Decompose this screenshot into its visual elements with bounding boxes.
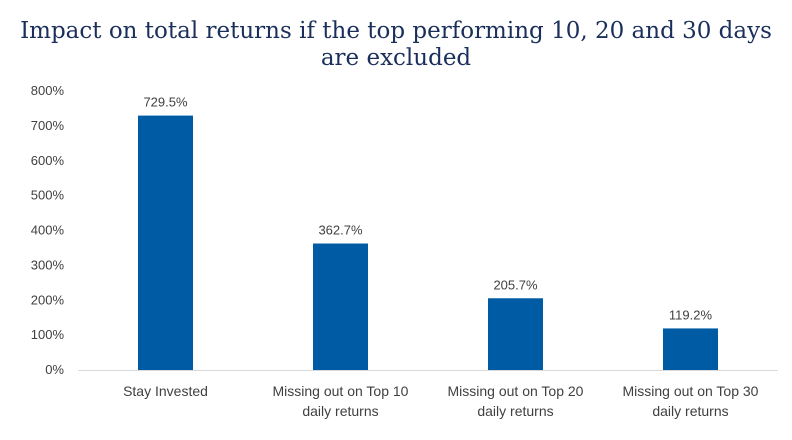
bar bbox=[138, 115, 193, 370]
bar-value-label: 205.7% bbox=[493, 277, 538, 292]
y-tick-label: 400% bbox=[31, 223, 65, 238]
bar bbox=[313, 243, 368, 370]
category-label-line: Stay Invested bbox=[123, 383, 208, 399]
category-label-line: Missing out on Top 10 bbox=[273, 383, 409, 399]
category-label: Missing out on Top 10 daily returns bbox=[273, 383, 409, 419]
category-label: Stay Invested bbox=[123, 383, 208, 399]
chart-title: Impact on total returns if the top perfo… bbox=[20, 18, 772, 72]
category-label-line: daily returns bbox=[477, 403, 553, 419]
y-tick-label: 300% bbox=[31, 257, 65, 272]
chart-title-line-2: are excluded bbox=[320, 45, 472, 71]
bar-value-label: 119.2% bbox=[669, 307, 713, 322]
bar-value-label: 362.7% bbox=[318, 223, 363, 238]
category-label: Missing out on Top 20 daily returns bbox=[448, 383, 584, 419]
category-label-line: daily returns bbox=[302, 403, 378, 419]
category-label-line: daily returns bbox=[652, 403, 728, 419]
category-label: Missing out on Top 30 daily returns bbox=[623, 383, 759, 419]
y-tick-label: 800% bbox=[31, 83, 65, 98]
y-tick-label: 500% bbox=[31, 188, 65, 203]
y-tick-label: 600% bbox=[31, 153, 65, 168]
category-label-line: Missing out on Top 30 bbox=[623, 383, 759, 399]
y-tick-label: 200% bbox=[31, 292, 65, 307]
category-label-line: Missing out on Top 20 bbox=[448, 383, 584, 399]
y-tick-label: 100% bbox=[31, 327, 65, 342]
y-tick-label: 700% bbox=[31, 118, 65, 133]
y-tick-label: 0% bbox=[45, 362, 64, 377]
bar-data-labels: 729.5% 362.7% 205.7% 119.2% bbox=[143, 95, 712, 323]
y-axis-tick-labels: 0% 100% 200% 300% 400% 500% 600% 700% 800% bbox=[31, 83, 65, 377]
bar bbox=[488, 298, 543, 370]
x-axis-category-labels: Stay Invested Missing out on Top 10 daily … bbox=[123, 383, 759, 419]
chart-title-line-1: Impact on total returns if the top perfo… bbox=[20, 18, 772, 44]
bar bbox=[663, 328, 718, 370]
bar-value-label: 729.5% bbox=[143, 95, 188, 110]
bars bbox=[138, 115, 718, 370]
